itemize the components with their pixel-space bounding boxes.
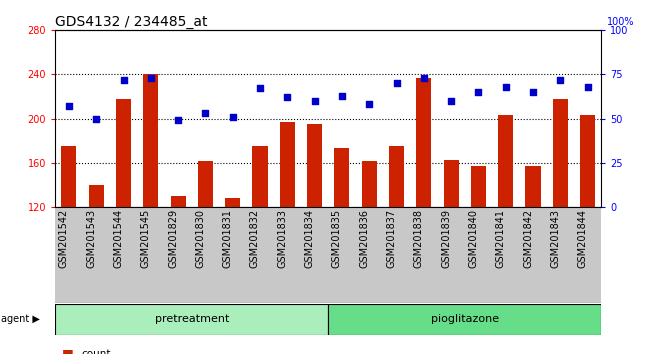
Bar: [55, 304, 328, 335]
Bar: [547, 207, 574, 303]
Text: GSM201837: GSM201837: [387, 209, 396, 268]
Text: GSM201829: GSM201829: [168, 209, 178, 268]
Bar: [334, 148, 350, 207]
Point: [91, 116, 101, 121]
Point: [473, 89, 484, 95]
Bar: [252, 146, 268, 207]
Point: [391, 80, 402, 86]
Bar: [143, 74, 159, 207]
Text: pretreatment: pretreatment: [155, 314, 229, 325]
Bar: [552, 99, 568, 207]
Text: GSM201544: GSM201544: [114, 209, 124, 268]
Bar: [61, 146, 77, 207]
Point: [528, 89, 538, 95]
Text: agent ▶: agent ▶: [1, 314, 40, 325]
Bar: [225, 198, 240, 207]
Text: GSM201839: GSM201839: [441, 209, 451, 268]
Bar: [137, 207, 164, 303]
Bar: [83, 207, 110, 303]
Bar: [525, 166, 541, 207]
Bar: [437, 207, 465, 303]
Bar: [416, 78, 432, 207]
Text: GSM201543: GSM201543: [86, 209, 96, 268]
Text: GSM201833: GSM201833: [278, 209, 287, 268]
Point: [419, 75, 429, 81]
Point: [337, 93, 347, 98]
Text: GSM201830: GSM201830: [196, 209, 205, 268]
Bar: [246, 207, 274, 303]
Bar: [328, 207, 356, 303]
Bar: [498, 115, 514, 207]
Bar: [519, 207, 547, 303]
Text: GSM201545: GSM201545: [141, 209, 151, 268]
Text: GSM201831: GSM201831: [223, 209, 233, 268]
Text: GDS4132 / 234485_at: GDS4132 / 234485_at: [55, 15, 208, 29]
Bar: [465, 207, 492, 303]
Text: GSM201542: GSM201542: [59, 209, 69, 268]
Bar: [328, 304, 601, 335]
Bar: [389, 146, 404, 207]
Bar: [55, 207, 83, 303]
Text: GSM201843: GSM201843: [551, 209, 560, 268]
Point: [200, 110, 211, 116]
Bar: [410, 207, 437, 303]
Text: ■: ■: [62, 348, 73, 354]
Bar: [88, 185, 104, 207]
Point: [555, 77, 566, 82]
Text: GSM201841: GSM201841: [496, 209, 506, 268]
Bar: [443, 160, 459, 207]
Bar: [301, 207, 328, 303]
Text: pioglitazone: pioglitazone: [431, 314, 499, 325]
Bar: [219, 207, 246, 303]
Point: [118, 77, 129, 82]
Point: [364, 102, 374, 107]
Text: GSM201838: GSM201838: [414, 209, 424, 268]
Bar: [274, 207, 301, 303]
Point: [64, 103, 74, 109]
Point: [309, 98, 320, 104]
Text: count: count: [81, 349, 110, 354]
Bar: [492, 207, 519, 303]
Point: [446, 98, 456, 104]
Point: [582, 84, 593, 90]
Text: GSM201840: GSM201840: [469, 209, 478, 268]
Text: GSM201836: GSM201836: [359, 209, 369, 268]
Bar: [574, 207, 601, 303]
Bar: [170, 196, 186, 207]
Text: GSM201832: GSM201832: [250, 209, 260, 268]
Text: GSM201835: GSM201835: [332, 209, 342, 268]
Text: GSM201844: GSM201844: [578, 209, 588, 268]
Bar: [356, 207, 383, 303]
Point: [255, 86, 265, 91]
Text: 100%: 100%: [607, 17, 634, 27]
Bar: [280, 122, 295, 207]
Point: [173, 118, 183, 123]
Bar: [307, 124, 322, 207]
Bar: [110, 207, 137, 303]
Bar: [361, 161, 377, 207]
Point: [146, 75, 156, 81]
Bar: [116, 99, 131, 207]
Text: GSM201842: GSM201842: [523, 209, 533, 268]
Bar: [198, 161, 213, 207]
Text: GSM201834: GSM201834: [305, 209, 315, 268]
Point: [500, 84, 511, 90]
Bar: [164, 207, 192, 303]
Bar: [580, 115, 595, 207]
Point: [282, 95, 293, 100]
Bar: [192, 207, 219, 303]
Point: [227, 114, 238, 120]
Bar: [471, 166, 486, 207]
Bar: [383, 207, 410, 303]
